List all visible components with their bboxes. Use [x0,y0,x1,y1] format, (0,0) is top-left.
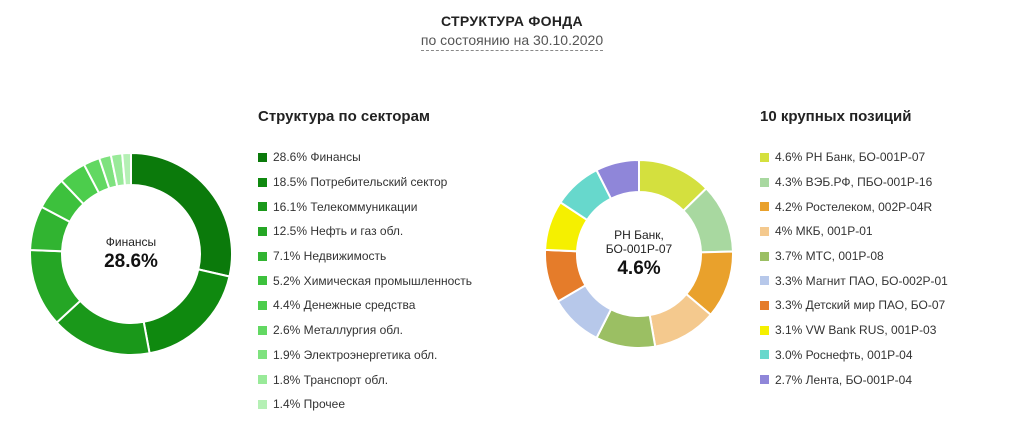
sector-legend-item-8[interactable]: 1.9% Электроэнергетика обл. [258,343,472,368]
sector-legend-item-4[interactable]: 7.1% Недвижимость [258,244,472,269]
positions-legend: 4.6% РН Банк, БО-001Р-07 4.3% ВЭБ.РФ, ПБО… [760,145,948,392]
sector-legend-label-8: 1.9% Электроэнергетика обл. [273,347,438,362]
sector-slice-10[interactable] [121,153,132,187]
position-legend-swatch-3 [760,226,769,236]
position-legend-label-6: 3.3% Детский мир ПАО, БО-07 [775,298,946,313]
page-subtitle[interactable]: по состоянию на 30.10.2020 [420,32,604,51]
sector-legend-item-2[interactable]: 16.1% Телекоммуникации [258,194,472,219]
sector-donut-chart[interactable]: Финансы 28.6% [30,153,232,355]
position-legend-item-4[interactable]: 3.7% МТС, 001Р-08 [760,244,948,269]
position-legend-label-4: 3.7% МТС, 001Р-08 [775,249,884,264]
position-legend-swatch-5 [760,276,769,286]
position-legend-label-7: 3.1% VW Bank RUS, 001Р-03 [775,323,937,338]
position-legend-label-3: 4% МКБ, 001Р-01 [775,224,873,239]
sector-legend-label-4: 7.1% Недвижимость [273,249,387,264]
sector-legend-item-6[interactable]: 4.4% Денежные средства [258,293,472,318]
sector-legend-item-5[interactable]: 5.2% Химическая промышленность [258,268,472,293]
position-legend-label-8: 3.0% Роснефть, 001Р-04 [775,347,913,362]
sector-legend-swatch-9 [258,375,267,385]
position-legend-item-9[interactable]: 2.7% Лента, БО-001Р-04 [760,367,948,392]
sector-legend-swatch-10 [258,399,267,409]
position-legend-item-0[interactable]: 4.6% РН Банк, БО-001Р-07 [760,145,948,170]
positions-donut-chart[interactable]: РН Банк, БО-001Р-07 4.6% [545,153,733,355]
position-legend-item-3[interactable]: 4% МКБ, 001Р-01 [760,219,948,244]
position-legend-label-2: 4.2% Ростелеком, 002Р-04R [775,199,933,214]
position-legend-label-1: 4.3% ВЭБ.РФ, ПБО-001Р-16 [775,175,933,190]
sector-legend-swatch-3 [258,226,267,236]
sector-legend-swatch-0 [258,152,267,162]
position-legend-item-7[interactable]: 3.1% VW Bank RUS, 001Р-03 [760,318,948,343]
sector-legend-title: Структура по секторам [258,108,431,125]
position-legend-swatch-6 [760,300,769,310]
sector-legend-swatch-2 [258,202,267,212]
header: СТРУКТУРА ФОНДА по состоянию на 30.10.20… [0,10,1024,51]
sector-slice-0[interactable] [130,153,232,278]
position-legend-swatch-7 [760,325,769,335]
sector-legend-label-7: 2.6% Металлургия обл. [273,323,403,338]
sector-legend-swatch-1 [258,177,267,187]
sector-legend-item-7[interactable]: 2.6% Металлургия обл. [258,318,472,343]
position-legend-label-5: 3.3% Магнит ПАО, БО-002Р-01 [775,273,948,288]
position-legend-swatch-0 [760,152,769,162]
sector-donut-svg[interactable] [30,153,232,355]
position-slice-9[interactable] [595,158,640,201]
position-legend-swatch-2 [760,202,769,212]
position-legend-item-1[interactable]: 4.3% ВЭБ.РФ, ПБО-001Р-16 [760,170,948,195]
position-legend-label-0: 4.6% РН Банк, БО-001Р-07 [775,150,926,165]
sector-legend-item-0[interactable]: 28.6% Финансы [258,145,472,170]
sector-legend-label-6: 4.4% Денежные средства [273,298,416,313]
sector-legend-label-10: 1.4% Прочее [273,397,345,412]
sector-legend-item-9[interactable]: 1.8% Транспорт обл. [258,367,472,392]
sector-legend-label-2: 16.1% Телекоммуникации [273,199,418,214]
sector-legend-item-3[interactable]: 12.5% Нефть и газ обл. [258,219,472,244]
sector-legend-item-10[interactable]: 1.4% Прочее [258,392,472,417]
sector-legend-label-0: 28.6% Финансы [273,150,361,165]
sector-slice-1[interactable] [142,268,231,355]
position-legend-item-6[interactable]: 3.3% Детский мир ПАО, БО-07 [760,293,948,318]
positions-legend-title: 10 крупных позиций [760,108,912,125]
sector-legend-swatch-8 [258,350,267,360]
sector-legend-swatch-6 [258,300,267,310]
position-legend-swatch-9 [760,375,769,385]
position-legend-item-2[interactable]: 4.2% Ростелеком, 002Р-04R [760,194,948,219]
position-legend-item-8[interactable]: 3.0% Роснефть, 001Р-04 [760,343,948,368]
sector-legend-label-5: 5.2% Химическая промышленность [273,273,472,288]
sector-legend-swatch-4 [258,251,267,261]
sector-legend-swatch-5 [258,276,267,286]
sector-legend-swatch-7 [258,325,267,335]
sector-legend: 28.6% Финансы 18.5% Потребительский секто… [258,145,472,417]
position-legend-label-9: 2.7% Лента, БО-001Р-04 [775,372,913,387]
page-title: СТРУКТУРА ФОНДА [441,13,583,29]
sector-legend-label-3: 12.5% Нефть и газ обл. [273,224,404,239]
position-legend-item-5[interactable]: 3.3% Магнит ПАО, БО-002Р-01 [760,268,948,293]
position-legend-swatch-1 [760,177,769,187]
position-legend-swatch-8 [760,350,769,360]
sector-legend-item-1[interactable]: 18.5% Потребительский сектор [258,170,472,195]
position-legend-swatch-4 [760,251,769,261]
sector-legend-label-1: 18.5% Потребительский сектор [273,175,448,190]
sector-legend-label-9: 1.8% Транспорт обл. [273,372,389,387]
positions-donut-svg[interactable] [545,153,733,355]
